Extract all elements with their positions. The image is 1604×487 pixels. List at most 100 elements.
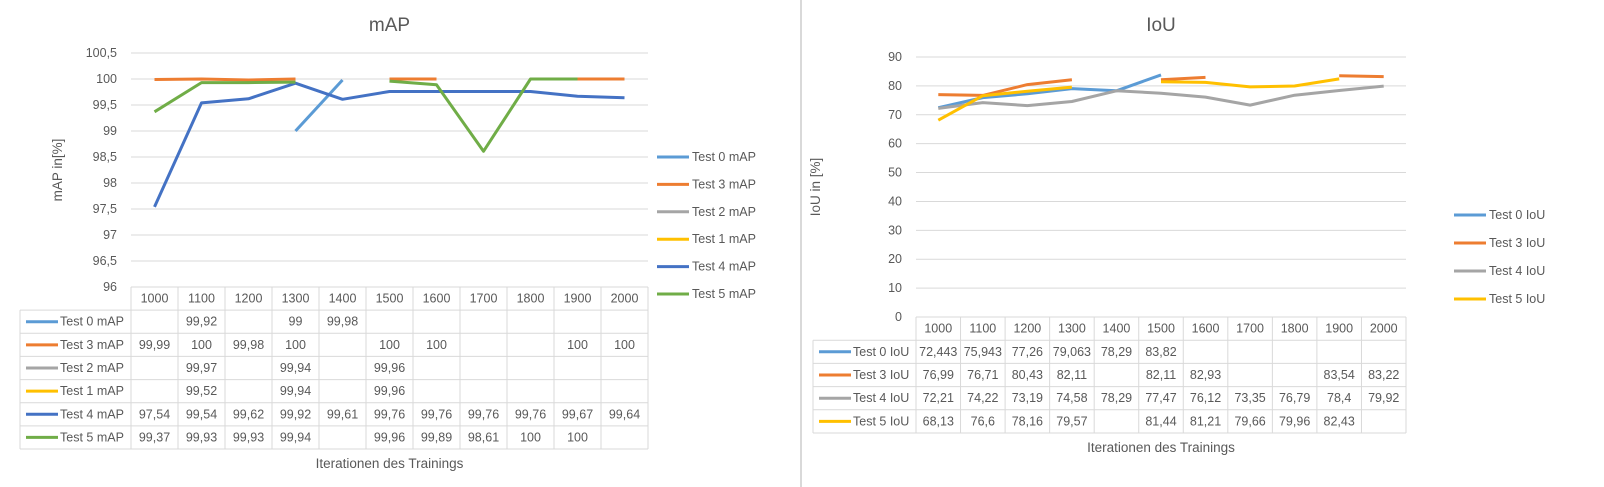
data-label: 72,443 (919, 345, 957, 359)
data-label: 99,93 (186, 430, 217, 444)
x-tick-label: 1300 (282, 292, 310, 306)
series-line-test-4-map (153, 81, 625, 208)
legend: Test 0 IoU Test 3 IoU Test 4 IoU Test 5 IoU (1454, 208, 1545, 306)
x-tick-label: 1600 (1192, 322, 1220, 336)
x-tick-label: 1500 (376, 292, 404, 306)
table-row-label: Test 3 IoU (853, 368, 909, 382)
data-label: 82,11 (1146, 368, 1176, 382)
x-tick-label: 1400 (329, 292, 357, 306)
data-label: 79,57 (1056, 414, 1087, 428)
data-label: 100 (520, 430, 541, 444)
data-label: 100 (614, 338, 635, 352)
x-tick-label: 1200 (1013, 322, 1041, 336)
series-line-test-5-iou (1160, 77, 1340, 89)
data-label: 72,21 (923, 391, 954, 405)
data-label: 99,92 (280, 407, 311, 421)
gridlines (131, 52, 648, 262)
series-line-test-3-iou (938, 78, 1073, 97)
series-line-test-3-iou (1339, 74, 1384, 79)
data-label: 73,19 (1012, 391, 1043, 405)
y-tick-label: 97,5 (93, 202, 117, 216)
data-label: 99,92 (186, 315, 217, 329)
data-label: 83,82 (1145, 345, 1176, 359)
x-tick-label: 1700 (470, 292, 498, 306)
data-label: 79,063 (1053, 345, 1091, 359)
chart-title: IoU (1146, 15, 1176, 36)
y-tick-label: 30 (888, 223, 902, 237)
data-label: 78,29 (1101, 345, 1132, 359)
table-row-label: Test 5 IoU (853, 414, 909, 428)
data-label: 82,11 (1057, 368, 1087, 382)
data-label: 100 (426, 338, 447, 352)
y-tick-label: 99 (103, 124, 117, 138)
data-label: 100 (567, 430, 588, 444)
y-axis-label: mAP in[%] (50, 139, 65, 202)
map-chart-panel: mAP 96 96,5 97 97,5 98 98,5 99 99,5 100 100,5 mAP i… (0, 0, 800, 487)
data-label: 77,47 (1145, 391, 1176, 405)
legend-label: Test 3 mAP (692, 177, 756, 191)
map-chart: mAP 96 96,5 97 97,5 98 98,5 99 99,5 100 100,5 mAP i… (19, 15, 756, 471)
data-label: 76,12 (1190, 391, 1221, 405)
data-label: 83,22 (1368, 368, 1399, 382)
data-label: 78,29 (1101, 391, 1132, 405)
data-label: 76,99 (923, 368, 954, 382)
data-label: 81,21 (1190, 414, 1221, 428)
data-label: 79,66 (1234, 414, 1265, 428)
data-label: 99,76 (374, 407, 405, 421)
y-tick-label: 50 (888, 166, 902, 180)
y-tick-label: 80 (888, 79, 902, 93)
data-label: 98,61 (468, 430, 499, 444)
x-tick-label: 1100 (188, 292, 215, 306)
data-label: 99,94 (280, 384, 311, 398)
x-tick-label: 1000 (141, 292, 169, 306)
x-tick-label: 1500 (1147, 322, 1175, 336)
data-label: 68,13 (923, 414, 954, 428)
series-line-test-5-map (153, 80, 296, 114)
x-tick-label: 1000 (924, 322, 952, 336)
x-tick-label: 1700 (1236, 322, 1264, 336)
series-line-test-0-map (294, 78, 344, 133)
data-label: 99,96 (374, 384, 405, 398)
x-axis-label: Iterationen des Trainings (316, 456, 464, 471)
data-label: 99,76 (468, 407, 499, 421)
data-label: 100 (379, 338, 400, 352)
data-label: 76,79 (1279, 391, 1310, 405)
data-label: 80,43 (1012, 368, 1043, 382)
data-label: 99,62 (233, 407, 264, 421)
x-tick-label: 2000 (611, 292, 639, 306)
data-label: 82,43 (1324, 414, 1355, 428)
data-label: 100 (191, 338, 212, 352)
series-lines (153, 77, 625, 208)
y-tick-label: 10 (888, 281, 902, 295)
y-tick-label: 96 (103, 280, 117, 294)
data-label: 79,96 (1279, 414, 1310, 428)
y-axis-label: IoU in [%] (808, 158, 823, 217)
y-tick-label: 40 (888, 194, 902, 208)
x-tick-label: 1800 (1281, 322, 1309, 336)
data-label: 99,37 (139, 430, 170, 444)
data-label: 79,92 (1368, 391, 1399, 405)
x-tick-label: 2000 (1370, 322, 1398, 336)
legend-label: Test 5 IoU (1489, 292, 1545, 306)
iou-chart: IoU 0 10 20 30 40 50 60 70 80 90 IoU in [%] 1000 1100… (808, 15, 1545, 455)
table-row-label: Test 2 mAP (60, 361, 124, 375)
y-tick-label: 20 (888, 252, 902, 266)
series-line-test-5-map (389, 77, 578, 153)
legend-label: Test 3 IoU (1489, 236, 1545, 250)
data-label: 74,58 (1056, 391, 1087, 405)
data-label: 76,71 (967, 368, 998, 382)
table-row-label: Test 5 mAP (60, 430, 124, 444)
series-lines (937, 73, 1384, 122)
y-tick-label: 98 (103, 176, 117, 190)
x-tick-label: 1600 (423, 292, 451, 306)
y-tick-label: 98,5 (93, 150, 117, 164)
gridlines (916, 56, 1406, 289)
y-tick-label: 90 (888, 50, 902, 64)
data-label: 99,52 (186, 384, 217, 398)
legend-label: Test 5 mAP (692, 287, 756, 301)
data-label: 78,16 (1012, 414, 1043, 428)
y-tick-label: 60 (888, 137, 902, 151)
data-label: 76,6 (971, 414, 995, 428)
data-label: 83,54 (1324, 368, 1355, 382)
series-line-test-3-iou (1160, 75, 1206, 82)
